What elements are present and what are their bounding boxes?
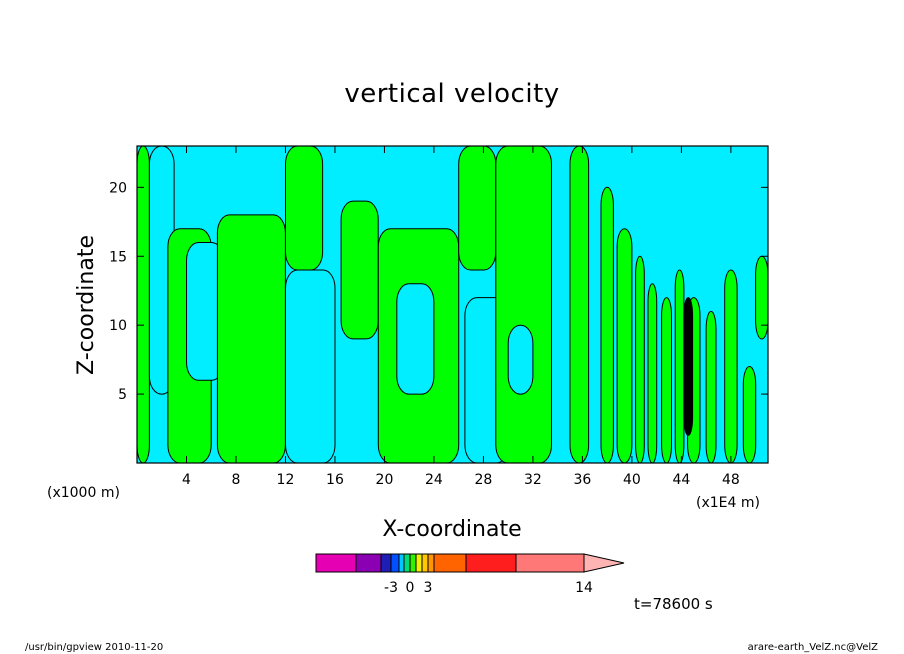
x-tick-label: 24	[425, 472, 443, 488]
x-axis-unit-right: (x1E4 m)	[696, 495, 760, 511]
y-tick-label: 10	[109, 318, 127, 334]
contour-region-positive	[285, 145, 324, 271]
colorbar-segment	[415, 553, 423, 573]
x-axis-ticks: 4 8 12 16 20 24 28 32 36 40 44 48	[182, 146, 740, 488]
footer-left: /usr/bin/gpview 2010-11-20	[25, 642, 163, 653]
colorbar	[315, 553, 625, 573]
contour-region-positive	[635, 255, 645, 464]
contour-region-positive	[340, 200, 379, 340]
contour-region-negative	[507, 324, 534, 395]
contour-region-positive	[495, 145, 552, 464]
contour-region-positive	[647, 283, 658, 464]
contour-region-positive	[755, 255, 769, 340]
colorbar-segment	[515, 553, 585, 573]
x-tick-label: 4	[182, 472, 191, 488]
plot-area	[136, 145, 769, 464]
contour-region-positive	[458, 145, 497, 271]
x-tick-label: 12	[277, 472, 295, 488]
x-tick-label: 8	[232, 472, 241, 488]
colorbar-tick-label: 3	[424, 580, 433, 596]
x-tick-label: 20	[376, 472, 394, 488]
colorbar-segment	[355, 553, 382, 573]
time-label: t=78600 s	[634, 595, 713, 613]
x-axis-title: X-coordinate	[382, 517, 521, 542]
colorbar-segment	[433, 553, 467, 573]
contour-region-strong	[683, 297, 694, 436]
colorbar-segment	[398, 553, 405, 573]
colorbar-segment	[409, 553, 417, 573]
x-tick-label: 44	[672, 472, 690, 488]
x-tick-label: 32	[524, 472, 542, 488]
colorbar-tick-labels: -3 0 3 14	[384, 580, 593, 596]
colorbar-segment	[465, 553, 517, 573]
colorbar-segment	[427, 553, 435, 573]
x-tick-label: 48	[722, 472, 740, 488]
x-axis-unit-left: (x1000 m)	[47, 485, 120, 501]
contour-region-negative	[396, 283, 435, 395]
footer-right: arare-earth_VelZ.nc@VelZ	[748, 642, 879, 653]
colorbar-segment	[390, 553, 400, 573]
colorbar-extension-arrow	[583, 553, 625, 573]
y-axis-title: Z-coordinate	[74, 235, 99, 375]
contour-region-positive	[600, 186, 614, 464]
colorbar-tick-label: 0	[406, 580, 415, 596]
y-tick-label: 20	[109, 180, 127, 196]
colorbar-segment	[315, 553, 357, 573]
x-tick-label: 16	[326, 472, 344, 488]
contour-region-positive	[661, 297, 672, 464]
colorbar-tick-label: 14	[575, 580, 593, 596]
x-tick-label: 40	[623, 472, 641, 488]
contour-region-negative	[285, 269, 336, 464]
colorbar-tick-label: -3	[384, 580, 398, 596]
contour-region-positive	[742, 366, 757, 464]
contour-region-positive	[216, 214, 286, 464]
x-tick-label: 36	[573, 472, 591, 488]
contour-region-positive	[136, 145, 150, 464]
y-tick-label: 15	[109, 249, 127, 265]
contour-region-positive	[724, 269, 738, 464]
plot-frame	[136, 145, 769, 464]
colorbar-segment	[421, 553, 429, 573]
y-tick-label: 5	[118, 387, 127, 403]
x-tick-label: 28	[475, 472, 493, 488]
y-axis-ticks: 5 10 15 20	[109, 180, 768, 403]
contour-region-positive	[705, 310, 717, 464]
contour-region-positive	[616, 228, 633, 464]
colorbar-segment	[403, 553, 411, 573]
colorbar-segment	[380, 553, 392, 573]
chart-title: vertical velocity	[344, 79, 559, 109]
contour-region-positive	[569, 145, 590, 464]
contour-region-positive	[674, 269, 685, 464]
